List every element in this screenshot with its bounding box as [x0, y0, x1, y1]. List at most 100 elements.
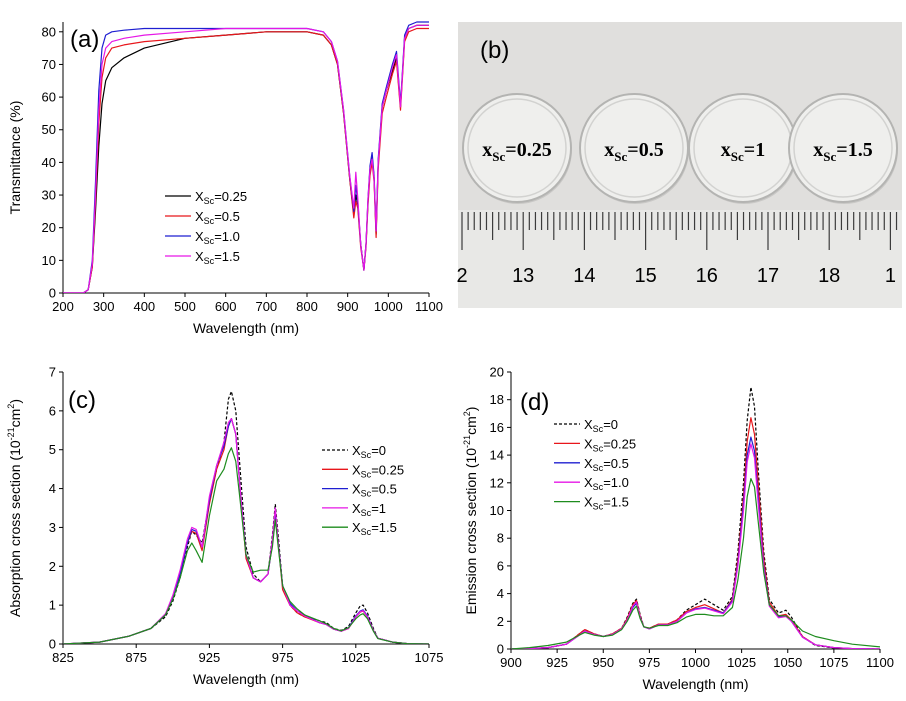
x-axis-label: Wavelength (nm): [642, 676, 748, 692]
x-tick-label: 200: [52, 299, 74, 314]
x-tick-label: 400: [133, 299, 155, 314]
y-tick-label: 12: [490, 475, 504, 490]
series-line-5: [511, 478, 880, 649]
y-axis-label: Emission cross section (10-21cm2): [462, 407, 479, 615]
panel-d-emission-chart: 900 925 950 975 1000 1025 1050 1075 1100 0 2 4 6 8 10 1…: [462, 365, 894, 693]
y-tick-label: 6: [497, 558, 504, 573]
ruler-number: 17: [757, 265, 779, 287]
ruler-number: 1: [885, 265, 896, 287]
ruler-number: 13: [512, 265, 534, 287]
disc-label: xSc=1: [721, 139, 765, 164]
legend-entry: XSc=1.5: [584, 495, 629, 512]
y-tick-label: 20: [490, 365, 504, 380]
y-tick-label: 16: [490, 420, 504, 435]
y-tick-label: 0: [497, 642, 504, 657]
y-tick-label: 20: [42, 220, 56, 235]
disc-inner-rim: [467, 98, 567, 198]
x-tick-label: 1000: [681, 655, 710, 670]
x-tick-label: 1100: [415, 299, 443, 314]
disc-label: xSc=0.25: [482, 139, 551, 164]
y-tick-label: 70: [42, 57, 56, 72]
panel-label-d: (d): [520, 389, 549, 416]
x-tick-label: 600: [215, 299, 237, 314]
legend-entry: XSc=0.25: [352, 462, 404, 479]
series-line-3: [63, 21, 429, 293]
panel-a-transmittance-chart: 200 300 400 500 600 700 800 900 1000 1100 0 10 20 30 4…: [7, 21, 443, 336]
x-tick-label: 900: [500, 655, 522, 670]
x-axis-label: Wavelength (nm): [193, 320, 299, 336]
x-tick-label: 1100: [866, 655, 894, 670]
y-tick-label: 50: [42, 122, 56, 137]
legend-entry: XSc=0.5: [352, 482, 397, 499]
panel-c-absorption-chart: 825 875 925 975 1025 1075 0 1 2 3 4 5 6 7 Wavelength (…: [6, 365, 443, 688]
series-line-1: [63, 390, 429, 644]
y-tick-label: 60: [42, 90, 56, 105]
legend-entry: XSc=0.5: [584, 456, 629, 473]
x-tick-label: 1075: [819, 655, 848, 670]
legend-entry: XSc=0.25: [195, 189, 247, 206]
legend-entry: XSc=1.0: [195, 229, 240, 246]
y-tick-label: 0: [49, 286, 56, 301]
x-tick-label: 1025: [341, 650, 370, 665]
disc-inner-rim: [584, 98, 684, 198]
series-line-4: [63, 24, 429, 293]
y-tick-label: 4: [49, 481, 56, 496]
ruler-number: 18: [818, 265, 840, 287]
x-tick-label: 1025: [727, 655, 756, 670]
x-tick-label: 1000: [374, 299, 403, 314]
series-line-5: [63, 447, 429, 644]
legend-entry: XSc=1.5: [352, 520, 397, 537]
y-tick-label: 2: [497, 614, 504, 629]
x-tick-label: 1075: [415, 650, 444, 665]
disc-inner-rim: [793, 98, 893, 198]
glass-disc: [462, 93, 572, 203]
y-tick-label: 1: [49, 598, 56, 613]
y-tick-label: 0: [49, 637, 56, 652]
legend-entry: XSc=0.5: [195, 209, 240, 226]
legend-entry: XSc=1.0: [584, 475, 629, 492]
y-tick-label: 8: [497, 531, 504, 546]
x-tick-label: 500: [174, 299, 196, 314]
y-axis-label: Transmittance (%): [7, 101, 23, 215]
x-tick-label: 975: [272, 650, 294, 665]
series-line-3: [511, 436, 880, 649]
panel-b-sample-photo: xSc=0.25 xSc=0.5 xSc=1 xSc=1.5 2 13 14 15 16 17 1…: [456, 22, 902, 308]
y-tick-label: 3: [49, 520, 56, 535]
x-tick-label: 825: [52, 650, 74, 665]
disc-label: xSc=1.5: [813, 139, 872, 164]
disc-label: xSc=0.5: [604, 139, 663, 164]
series-line-4: [63, 418, 429, 644]
series-line-1: [63, 24, 429, 293]
x-tick-label: 975: [639, 655, 661, 670]
x-tick-label: 300: [93, 299, 115, 314]
panel-label-b: (b): [480, 37, 509, 64]
ruler-number: 14: [573, 265, 595, 287]
y-tick-label: 4: [497, 586, 504, 601]
y-tick-label: 6: [49, 403, 56, 418]
legend-entry: XSc=1.5: [195, 249, 240, 266]
x-tick-label: 950: [592, 655, 614, 670]
glass-disc: [788, 93, 898, 203]
y-tick-label: 30: [42, 188, 56, 203]
y-tick-label: 7: [49, 365, 56, 380]
x-tick-label: 700: [255, 299, 277, 314]
legend-entry: XSc=0.25: [584, 436, 636, 453]
ruler-number: 2: [456, 265, 467, 287]
y-tick-label: 2: [49, 559, 56, 574]
y-tick-label: 14: [490, 448, 504, 463]
y-tick-label: 10: [42, 253, 56, 268]
y-tick-label: 18: [490, 392, 504, 407]
series-line-2: [63, 27, 429, 293]
panel-label-a: (a): [70, 26, 99, 53]
y-tick-label: 5: [49, 442, 56, 457]
y-tick-label: 80: [42, 24, 56, 39]
y-tick-label: 10: [490, 503, 504, 518]
ruler-number: 16: [696, 265, 718, 287]
x-tick-label: 875: [125, 650, 147, 665]
y-axis-label: Absorption cross section (10-21cm2): [6, 399, 23, 617]
ruler-ticks: 2 13 14 15 16 17 18 1: [456, 212, 898, 287]
x-tick-label: 1050: [773, 655, 802, 670]
x-tick-label: 900: [337, 299, 359, 314]
legend-entry: XSc=0: [352, 443, 386, 460]
